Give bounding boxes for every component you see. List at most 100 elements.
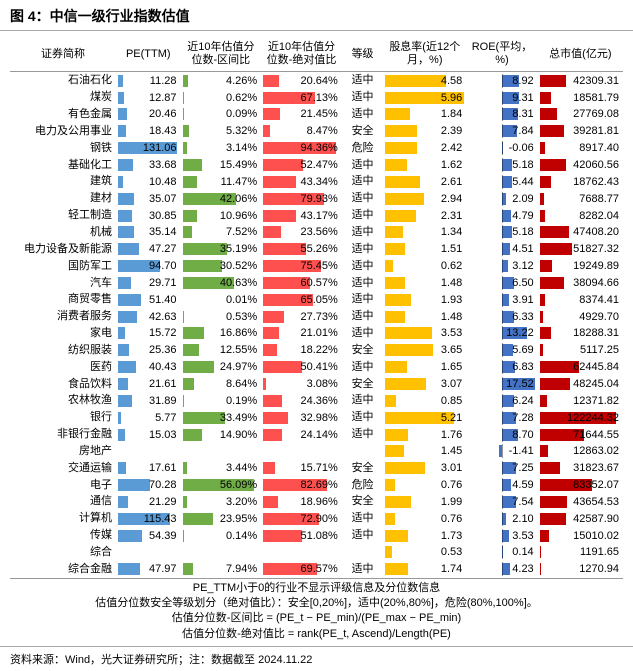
row-level: 适中 — [342, 241, 383, 258]
footnote-line: PE_TTM小于0的行业不显示评级信息及分位数信息 — [10, 581, 623, 596]
row-level: 适中 — [342, 72, 383, 89]
footnote-line: 估值分位数-区间比 = (PE_t − PE_min)/(PE_max − PE… — [10, 611, 623, 626]
row-name: 房地产 — [10, 443, 116, 460]
footnote-line: 估值分位数安全等级划分（绝对值比）：安全[0,20%]，适中(20%,80%]，… — [10, 596, 623, 611]
row-name: 交通运输 — [10, 460, 116, 477]
row-name: 综合 — [10, 544, 116, 561]
table-row: 家电15.7216.86%21.01%适中3.5313.2218288.31 — [10, 325, 623, 342]
row-level: 适中 — [342, 173, 383, 190]
table-row: 传媒54.390.14%51.08%适中1.733.5315010.02 — [10, 527, 623, 544]
row-level: 适中 — [342, 392, 383, 409]
row-name: 电子 — [10, 477, 116, 494]
table-row: 建材35.0742.06%79.93%适中2.942.097688.77 — [10, 190, 623, 207]
row-name: 消费者服务 — [10, 308, 116, 325]
row-level: 适中 — [342, 275, 383, 292]
table-row: 钢铁131.063.14%94.36%危险2.42-0.068917.40 — [10, 140, 623, 157]
col-header-mkt: 总市值(亿元) — [538, 37, 623, 72]
table-row: 房地产1.45-1.4112863.02 — [10, 443, 623, 460]
table-row: 汽车29.7140.63%60.57%适中1.486.5038094.66 — [10, 275, 623, 292]
row-name: 纺织服装 — [10, 342, 116, 359]
row-level: 适中 — [342, 510, 383, 527]
row-name: 计算机 — [10, 510, 116, 527]
table-row: 银行5.7733.49%32.98%适中5.217.28122244.32 — [10, 409, 623, 426]
row-level: 适中 — [342, 207, 383, 224]
table-row: 综合0.530.141191.65 — [10, 544, 623, 561]
row-name: 家电 — [10, 325, 116, 342]
row-level: 适中 — [342, 258, 383, 275]
row-level: 安全 — [342, 376, 383, 393]
row-level: 安全 — [342, 123, 383, 140]
row-name: 汽车 — [10, 275, 116, 292]
row-level: 适中 — [342, 157, 383, 174]
row-level: 安全 — [342, 493, 383, 510]
row-name: 国防军工 — [10, 258, 116, 275]
table-header-row: 证券简称 PE(TTM) 近10年估值分位数-区间比 近10年估值分位数-绝对值… — [10, 37, 623, 72]
table-row: 有色金属20.460.09%21.45%适中1.848.3127769.08 — [10, 106, 623, 123]
row-name: 石油石化 — [10, 72, 116, 89]
row-level: 适中 — [342, 89, 383, 106]
row-name: 食品饮料 — [10, 376, 116, 393]
row-name: 煤炭 — [10, 89, 116, 106]
figure-title: 图 4：中信一级行业指数估值 — [0, 0, 633, 31]
row-level — [342, 443, 383, 460]
table-row: 医药40.4324.97%50.41%适中1.656.8362445.84 — [10, 359, 623, 376]
row-name: 电力设备及新能源 — [10, 241, 116, 258]
table-row: 通信21.293.20%18.96%安全1.997.5443654.53 — [10, 493, 623, 510]
row-level: 适中 — [342, 409, 383, 426]
row-name: 非银行金融 — [10, 426, 116, 443]
row-level: 安全 — [342, 342, 383, 359]
footnotes: PE_TTM小于0的行业不显示评级信息及分位数信息 估值分位数安全等级划分（绝对… — [10, 578, 623, 643]
table-row: 电力设备及新能源47.2735.19%55.26%适中1.514.5151827… — [10, 241, 623, 258]
row-level: 适中 — [342, 325, 383, 342]
table-row: 国防军工94.7030.52%75.45%适中0.623.1219249.89 — [10, 258, 623, 275]
row-name: 通信 — [10, 493, 116, 510]
table-row: 非银行金融15.0314.90%24.14%适中1.768.7071644.55 — [10, 426, 623, 443]
row-name: 综合金融 — [10, 561, 116, 578]
row-name: 商贸零售 — [10, 291, 116, 308]
table-row: 煤炭12.870.62%67.13%适中5.969.3118581.79 — [10, 89, 623, 106]
row-name: 机械 — [10, 224, 116, 241]
col-header-roe: ROE(平均，%) — [466, 37, 537, 72]
row-level: 适中 — [342, 291, 383, 308]
table-row: 食品饮料21.618.64%3.08%安全3.0717.5248245.04 — [10, 376, 623, 393]
table-row: 机械35.147.52%23.56%适中1.345.1847408.20 — [10, 224, 623, 241]
row-name: 有色金属 — [10, 106, 116, 123]
row-level: 危险 — [342, 140, 383, 157]
table-row: 轻工制造30.8510.96%43.17%适中2.314.798282.04 — [10, 207, 623, 224]
table-row: 消费者服务42.630.53%27.73%适中1.486.334929.70 — [10, 308, 623, 325]
row-name: 钢铁 — [10, 140, 116, 157]
row-name: 电力及公用事业 — [10, 123, 116, 140]
row-level: 安全 — [342, 460, 383, 477]
row-level: 适中 — [342, 224, 383, 241]
table-row: 计算机115.4323.95%72.90%适中0.762.1042587.90 — [10, 510, 623, 527]
row-name: 轻工制造 — [10, 207, 116, 224]
source-line: 资料来源：Wind，光大证券研究所；注：数据截至 2024.11.22 — [0, 646, 633, 671]
row-level: 适中 — [342, 308, 383, 325]
row-level: 适中 — [342, 359, 383, 376]
table-row: 交通运输17.613.44%15.71%安全3.017.2531823.67 — [10, 460, 623, 477]
col-header-qj: 近10年估值分位数-区间比 — [181, 37, 262, 72]
row-name: 基础化工 — [10, 157, 116, 174]
row-name: 医药 — [10, 359, 116, 376]
row-level: 适中 — [342, 561, 383, 578]
col-header-lvl: 等级 — [342, 37, 383, 72]
table-row: 纺织服装25.3612.55%18.22%安全3.655.695117.25 — [10, 342, 623, 359]
valuation-table: 证券简称 PE(TTM) 近10年估值分位数-区间比 近10年估值分位数-绝对值… — [10, 37, 623, 578]
row-level: 危险 — [342, 477, 383, 494]
row-name: 建材 — [10, 190, 116, 207]
row-name: 银行 — [10, 409, 116, 426]
col-header-div: 股息率(近12个月，%) — [383, 37, 466, 72]
row-name: 建筑 — [10, 173, 116, 190]
row-level: 适中 — [342, 426, 383, 443]
table-row: 综合金融47.977.94%69.57%适中1.744.231270.94 — [10, 561, 623, 578]
footnote-line: 估值分位数-绝对值比 = rank(PE_t, Ascend)/Length(P… — [10, 627, 623, 642]
table-row: 石油石化11.284.26%20.64%适中4.588.9242309.31 — [10, 72, 623, 89]
row-name: 传媒 — [10, 527, 116, 544]
col-header-jd: 近10年估值分位数-绝对值比 — [261, 37, 342, 72]
table-row: 建筑10.4811.47%43.34%适中2.615.4418762.43 — [10, 173, 623, 190]
table-row: 电子70.2856.09%82.69%危险0.764.5983352.07 — [10, 477, 623, 494]
row-level: 适中 — [342, 527, 383, 544]
row-level: 适中 — [342, 106, 383, 123]
row-level — [342, 544, 383, 561]
col-header-name: 证券简称 — [10, 37, 116, 72]
